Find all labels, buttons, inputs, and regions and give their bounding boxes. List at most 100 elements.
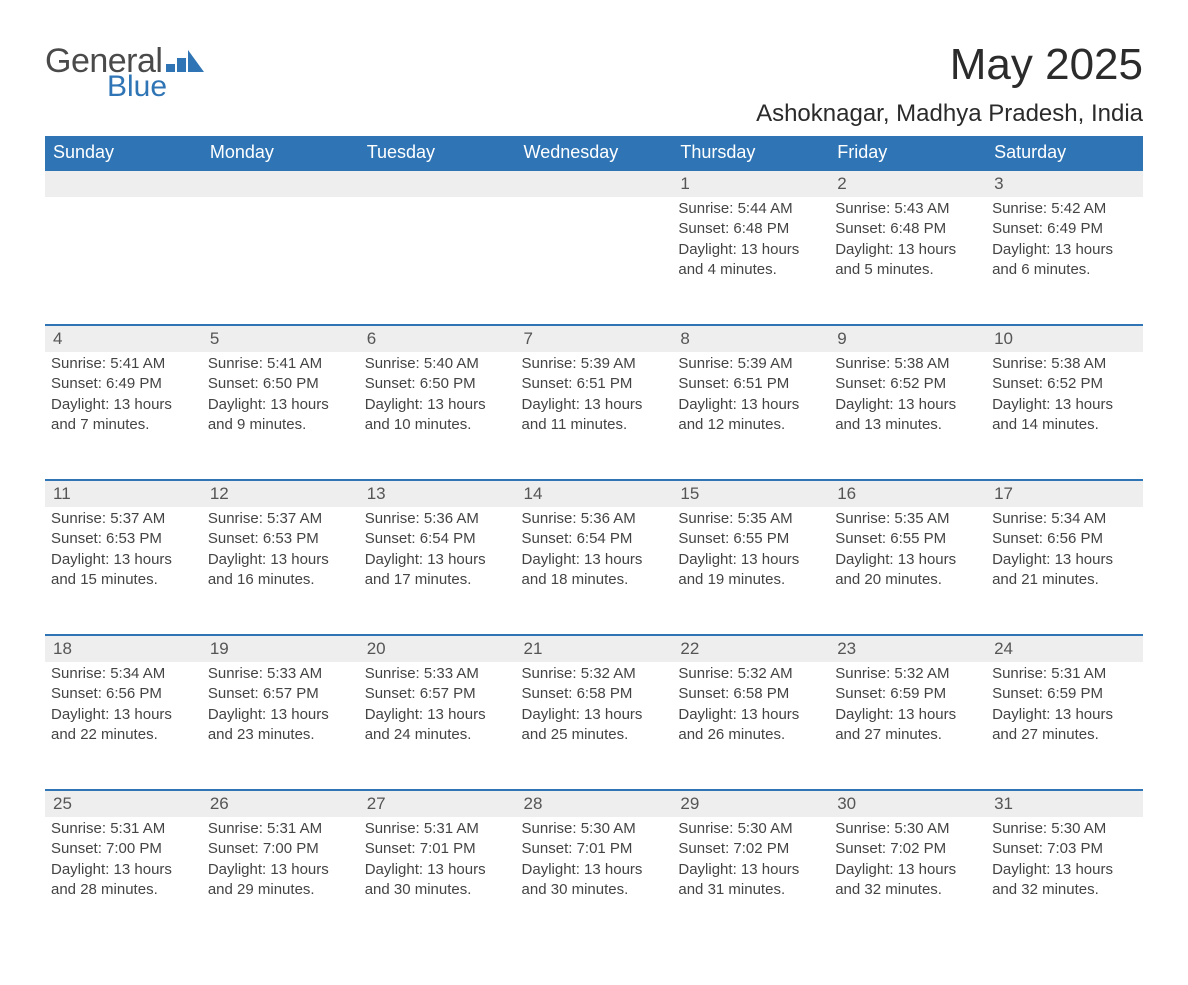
logo-text-blue: Blue — [107, 73, 204, 100]
day-number-cell: 13 — [359, 480, 516, 507]
day-details-cell: Sunrise: 5:31 AM Sunset: 7:00 PM Dayligh… — [45, 817, 202, 945]
day-number-row: 45678910 — [45, 325, 1143, 352]
day-details-row: Sunrise: 5:44 AM Sunset: 6:48 PM Dayligh… — [45, 197, 1143, 325]
day-details-cell: Sunrise: 5:38 AM Sunset: 6:52 PM Dayligh… — [829, 352, 986, 480]
day-details-cell: Sunrise: 5:32 AM Sunset: 6:58 PM Dayligh… — [672, 662, 829, 790]
weekday-header: Monday — [202, 136, 359, 170]
day-number-cell: 28 — [516, 790, 673, 817]
day-details-row: Sunrise: 5:31 AM Sunset: 7:00 PM Dayligh… — [45, 817, 1143, 945]
day-details-cell: Sunrise: 5:43 AM Sunset: 6:48 PM Dayligh… — [829, 197, 986, 325]
day-details-text: Sunrise: 5:34 AM Sunset: 6:56 PM Dayligh… — [992, 507, 1137, 590]
day-number-cell: 20 — [359, 635, 516, 662]
day-details-text: Sunrise: 5:39 AM Sunset: 6:51 PM Dayligh… — [678, 352, 823, 435]
day-number-cell: 17 — [986, 480, 1143, 507]
day-number-cell: 3 — [986, 170, 1143, 197]
day-details-text: Sunrise: 5:38 AM Sunset: 6:52 PM Dayligh… — [992, 352, 1137, 435]
weekday-header: Tuesday — [359, 136, 516, 170]
weekday-header: Sunday — [45, 136, 202, 170]
calendar-table: SundayMondayTuesdayWednesdayThursdayFrid… — [45, 136, 1143, 945]
day-number-cell: 31 — [986, 790, 1143, 817]
day-details-text: Sunrise: 5:30 AM Sunset: 7:03 PM Dayligh… — [992, 817, 1137, 900]
weekday-header: Thursday — [672, 136, 829, 170]
day-number-cell: 10 — [986, 325, 1143, 352]
weekday-header: Friday — [829, 136, 986, 170]
day-number-cell: 7 — [516, 325, 673, 352]
day-details-cell: Sunrise: 5:32 AM Sunset: 6:58 PM Dayligh… — [516, 662, 673, 790]
weekday-header: Saturday — [986, 136, 1143, 170]
day-details-text: Sunrise: 5:30 AM Sunset: 7:01 PM Dayligh… — [522, 817, 667, 900]
day-details-cell: Sunrise: 5:40 AM Sunset: 6:50 PM Dayligh… — [359, 352, 516, 480]
day-details-text: Sunrise: 5:32 AM Sunset: 6:59 PM Dayligh… — [835, 662, 980, 745]
day-details-text: Sunrise: 5:30 AM Sunset: 7:02 PM Dayligh… — [835, 817, 980, 900]
day-details-cell: Sunrise: 5:31 AM Sunset: 7:01 PM Dayligh… — [359, 817, 516, 945]
day-number-cell — [202, 170, 359, 197]
day-number-cell: 16 — [829, 480, 986, 507]
month-title: May 2025 — [756, 40, 1143, 90]
day-details-text: Sunrise: 5:31 AM Sunset: 7:00 PM Dayligh… — [51, 817, 196, 900]
day-details-cell: Sunrise: 5:41 AM Sunset: 6:49 PM Dayligh… — [45, 352, 202, 480]
day-number-cell: 4 — [45, 325, 202, 352]
day-number-cell: 25 — [45, 790, 202, 817]
day-number-cell: 30 — [829, 790, 986, 817]
day-number-cell: 21 — [516, 635, 673, 662]
day-number-row: 18192021222324 — [45, 635, 1143, 662]
day-number-cell: 24 — [986, 635, 1143, 662]
day-number-cell: 18 — [45, 635, 202, 662]
day-details-row: Sunrise: 5:34 AM Sunset: 6:56 PM Dayligh… — [45, 662, 1143, 790]
day-details-text: Sunrise: 5:32 AM Sunset: 6:58 PM Dayligh… — [678, 662, 823, 745]
day-number-cell: 11 — [45, 480, 202, 507]
day-number-cell: 12 — [202, 480, 359, 507]
day-details-cell: Sunrise: 5:34 AM Sunset: 6:56 PM Dayligh… — [45, 662, 202, 790]
day-details-cell: Sunrise: 5:30 AM Sunset: 7:02 PM Dayligh… — [829, 817, 986, 945]
day-number-cell: 2 — [829, 170, 986, 197]
day-details-text: Sunrise: 5:30 AM Sunset: 7:02 PM Dayligh… — [678, 817, 823, 900]
day-details-row: Sunrise: 5:41 AM Sunset: 6:49 PM Dayligh… — [45, 352, 1143, 480]
day-details-cell: Sunrise: 5:37 AM Sunset: 6:53 PM Dayligh… — [202, 507, 359, 635]
day-number-cell: 14 — [516, 480, 673, 507]
day-number-cell — [359, 170, 516, 197]
day-number-row: 25262728293031 — [45, 790, 1143, 817]
day-details-text: Sunrise: 5:44 AM Sunset: 6:48 PM Dayligh… — [678, 197, 823, 280]
day-number-cell: 22 — [672, 635, 829, 662]
day-details-text: Sunrise: 5:37 AM Sunset: 6:53 PM Dayligh… — [51, 507, 196, 590]
day-details-text: Sunrise: 5:31 AM Sunset: 7:01 PM Dayligh… — [365, 817, 510, 900]
day-number-cell: 15 — [672, 480, 829, 507]
day-number-cell: 5 — [202, 325, 359, 352]
day-details-text: Sunrise: 5:36 AM Sunset: 6:54 PM Dayligh… — [522, 507, 667, 590]
day-details-text: Sunrise: 5:32 AM Sunset: 6:58 PM Dayligh… — [522, 662, 667, 745]
day-details-text: Sunrise: 5:38 AM Sunset: 6:52 PM Dayligh… — [835, 352, 980, 435]
day-details-cell: Sunrise: 5:30 AM Sunset: 7:01 PM Dayligh… — [516, 817, 673, 945]
day-details-cell — [202, 197, 359, 325]
location-label: Ashoknagar, Madhya Pradesh, India — [756, 100, 1143, 128]
day-number-cell — [45, 170, 202, 197]
day-details-text: Sunrise: 5:31 AM Sunset: 7:00 PM Dayligh… — [208, 817, 353, 900]
day-details-text: Sunrise: 5:41 AM Sunset: 6:50 PM Dayligh… — [208, 352, 353, 435]
day-details-text: Sunrise: 5:42 AM Sunset: 6:49 PM Dayligh… — [992, 197, 1137, 280]
day-details-text: Sunrise: 5:35 AM Sunset: 6:55 PM Dayligh… — [835, 507, 980, 590]
day-number-row: 123 — [45, 170, 1143, 197]
day-number-cell — [516, 170, 673, 197]
day-details-cell: Sunrise: 5:35 AM Sunset: 6:55 PM Dayligh… — [672, 507, 829, 635]
day-number-cell: 6 — [359, 325, 516, 352]
day-details-cell: Sunrise: 5:33 AM Sunset: 6:57 PM Dayligh… — [359, 662, 516, 790]
day-details-text: Sunrise: 5:36 AM Sunset: 6:54 PM Dayligh… — [365, 507, 510, 590]
day-details-text: Sunrise: 5:40 AM Sunset: 6:50 PM Dayligh… — [365, 352, 510, 435]
day-details-cell — [45, 197, 202, 325]
day-details-cell: Sunrise: 5:34 AM Sunset: 6:56 PM Dayligh… — [986, 507, 1143, 635]
day-number-cell: 26 — [202, 790, 359, 817]
day-details-cell: Sunrise: 5:33 AM Sunset: 6:57 PM Dayligh… — [202, 662, 359, 790]
day-details-cell: Sunrise: 5:30 AM Sunset: 7:02 PM Dayligh… — [672, 817, 829, 945]
day-number-cell: 23 — [829, 635, 986, 662]
day-number-cell: 1 — [672, 170, 829, 197]
day-details-cell — [516, 197, 673, 325]
day-details-text: Sunrise: 5:35 AM Sunset: 6:55 PM Dayligh… — [678, 507, 823, 590]
day-details-cell: Sunrise: 5:38 AM Sunset: 6:52 PM Dayligh… — [986, 352, 1143, 480]
day-details-cell: Sunrise: 5:36 AM Sunset: 6:54 PM Dayligh… — [359, 507, 516, 635]
day-details-cell: Sunrise: 5:32 AM Sunset: 6:59 PM Dayligh… — [829, 662, 986, 790]
day-number-cell: 8 — [672, 325, 829, 352]
day-number-cell: 29 — [672, 790, 829, 817]
day-details-cell: Sunrise: 5:30 AM Sunset: 7:03 PM Dayligh… — [986, 817, 1143, 945]
chart-icon — [166, 50, 204, 72]
day-details-text: Sunrise: 5:37 AM Sunset: 6:53 PM Dayligh… — [208, 507, 353, 590]
day-details-cell: Sunrise: 5:31 AM Sunset: 6:59 PM Dayligh… — [986, 662, 1143, 790]
